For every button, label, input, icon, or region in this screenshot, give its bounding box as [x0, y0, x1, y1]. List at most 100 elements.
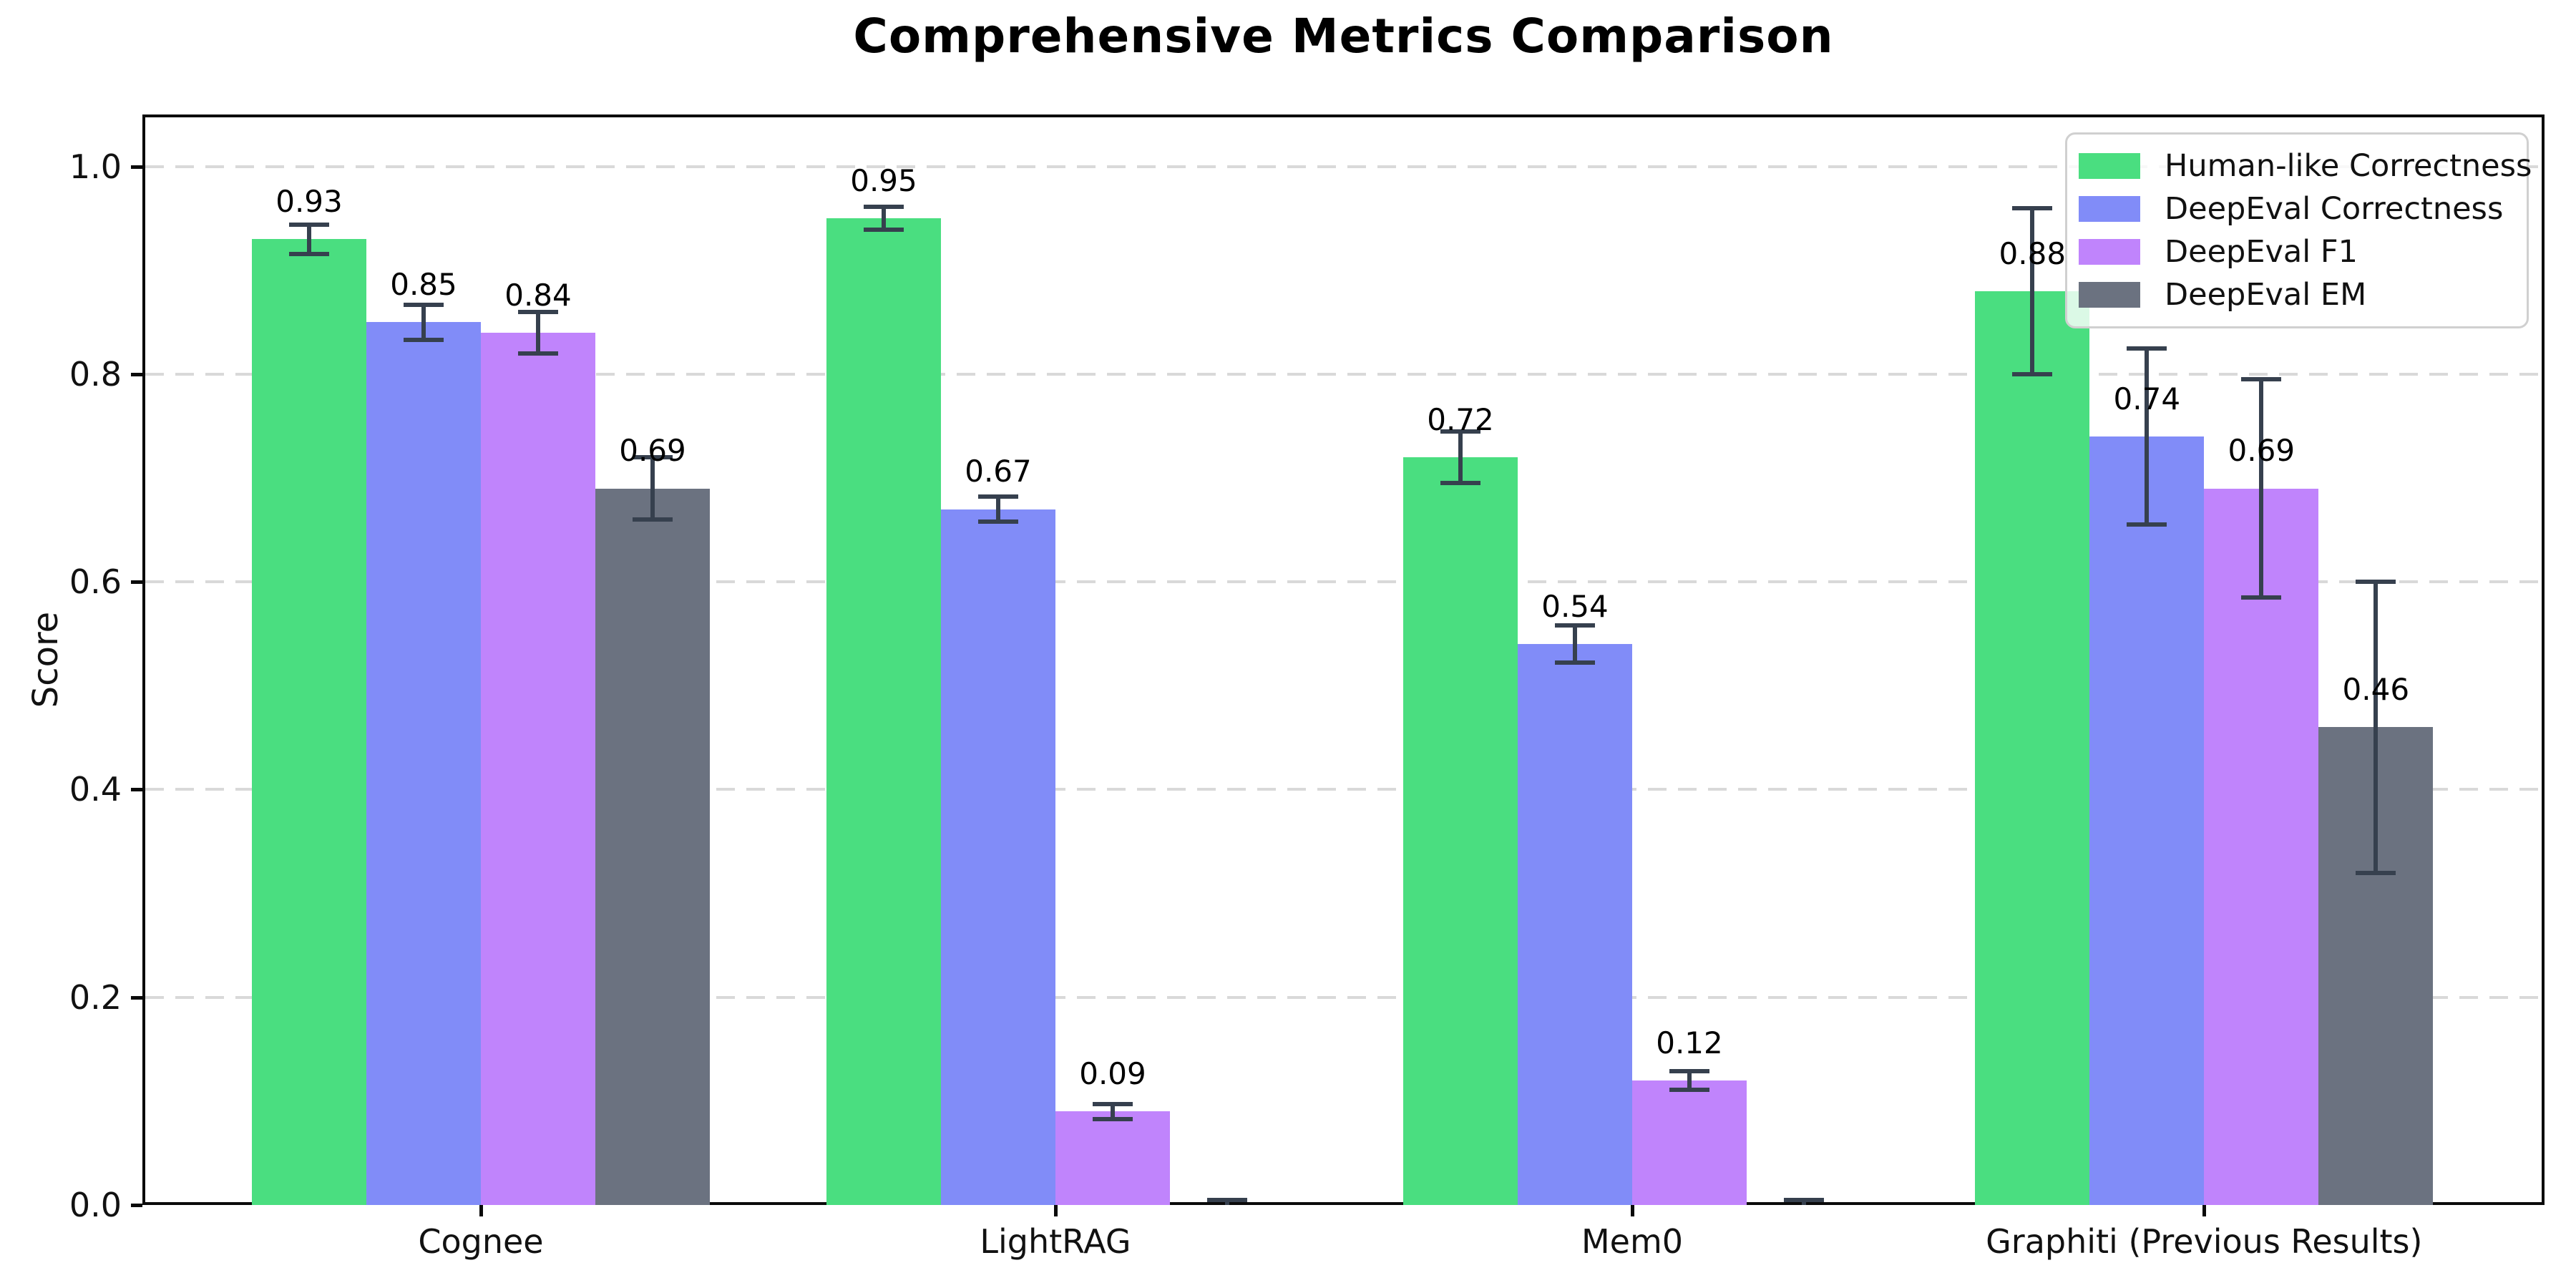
ytick-label-0.8: 0.8 [69, 354, 122, 394]
value-label-cognee-deepeval-correctness: 0.85 [390, 267, 457, 303]
bar-cognee-deepeval-f1 [481, 332, 595, 1205]
error-bar-graphiti-previous-results-deepeval-em [2373, 582, 2379, 873]
error-cap-bottom-graphiti-previous-results-human-like-correctness [2012, 371, 2053, 376]
value-label-lightrag-human-like-correctness: 0.95 [850, 162, 917, 198]
ytick-label-0.2: 0.2 [69, 977, 122, 1017]
legend-label-human-like-correctness: Human-like Correctness [2165, 148, 2532, 184]
ytick-label-0.6: 0.6 [69, 562, 122, 602]
error-cap-top-lightrag-deepeval-em [1206, 1197, 1247, 1202]
legend: Human-like Correctness DeepEval Correctne… [2065, 132, 2532, 328]
error-cap-bottom-mem0-human-like-correctness [1440, 481, 1480, 486]
value-label-lightrag-deepeval-f1: 0.09 [1079, 1056, 1146, 1092]
chart-title: Comprehensive Metrics Comparison [853, 9, 1834, 64]
legend-item-deepeval-f1: DeepEval F1 [2067, 230, 2527, 273]
legend-label-deepeval-correctness: DeepEval Correctness [2165, 191, 2504, 227]
bar-mem0-human-like-correctness [1403, 457, 1518, 1205]
error-bar-mem0-deepeval-em [1802, 1199, 1806, 1205]
bar-graphiti-previous-results-deepeval-correctness [2089, 436, 2205, 1205]
gridline-0.8 [145, 372, 2542, 376]
error-cap-bottom-mem0-deepeval-f1 [1669, 1087, 1709, 1092]
ytick-mark-0.2 [131, 995, 142, 1000]
error-cap-top-lightrag-human-like-correctness [863, 205, 904, 210]
ytick-mark-1.0 [131, 165, 142, 169]
legend-swatch-deepeval-correctness [2079, 196, 2140, 222]
error-cap-top-cognee-deepeval-f1 [518, 309, 558, 314]
value-label-lightrag-deepeval-correctness: 0.67 [965, 454, 1032, 489]
error-bar-lightrag-deepeval-f1 [1110, 1104, 1115, 1119]
error-cap-top-cognee-deepeval-correctness [404, 302, 444, 307]
xtick-label-graphiti-previous-results: Graphiti (Previous Results) [1986, 1222, 2423, 1261]
error-bar-cognee-deepeval-correctness [421, 304, 426, 340]
value-label-graphiti-previous-results-deepeval-correctness: 0.74 [2113, 381, 2181, 416]
error-cap-top-cognee-human-like-correctness [289, 222, 329, 227]
error-cap-bottom-graphiti-previous-results-deepeval-f1 [2241, 595, 2282, 600]
error-bar-cognee-deepeval-em [650, 457, 655, 520]
bar-lightrag-deepeval-correctness [940, 509, 1055, 1205]
plot-area: 0.93 0.95 0.72 0.88 0.85 0.67 0.54 0.74 0.84 0.09… [142, 114, 2545, 1205]
error-cap-top-mem0-deepeval-f1 [1669, 1068, 1709, 1073]
legend-label-deepeval-f1: DeepEval F1 [2165, 234, 2358, 270]
bar-cognee-deepeval-correctness [366, 322, 481, 1205]
ytick-label-0.4: 0.4 [69, 770, 122, 809]
ytick-label-1.0: 1.0 [69, 147, 122, 186]
legend-item-deepeval-correctness: DeepEval Correctness [2067, 187, 2527, 230]
error-cap-top-mem0-deepeval-em [1784, 1197, 1824, 1202]
bar-mem0-deepeval-correctness [1518, 644, 1632, 1205]
error-bar-lightrag-human-like-correctness [881, 207, 886, 230]
bar-graphiti-previous-results-deepeval-f1 [2204, 488, 2319, 1205]
gridline-1.0 [145, 165, 2542, 168]
xtick-mark-cognee [479, 1205, 483, 1216]
bar-cognee-human-like-correctness [252, 239, 366, 1205]
value-label-graphiti-previous-results-human-like-correctness: 0.88 [1999, 235, 2067, 271]
bar-mem0-deepeval-f1 [1632, 1080, 1747, 1205]
xtick-mark-lightrag [1053, 1205, 1058, 1216]
error-cap-bottom-lightrag-deepeval-f1 [1092, 1116, 1133, 1121]
error-cap-bottom-graphiti-previous-results-deepeval-correctness [2127, 522, 2167, 527]
value-label-mem0-deepeval-correctness: 0.54 [1541, 589, 1609, 625]
legend-swatch-deepeval-em [2079, 282, 2140, 308]
bar-graphiti-previous-results-human-like-correctness [1975, 291, 2090, 1205]
ytick-mark-0.0 [131, 1204, 142, 1207]
error-cap-top-lightrag-deepeval-correctness [977, 494, 1018, 499]
error-cap-top-graphiti-previous-results-deepeval-em [2356, 580, 2396, 585]
error-bar-cognee-deepeval-f1 [536, 311, 540, 353]
error-cap-top-lightrag-deepeval-f1 [1092, 1102, 1133, 1107]
ytick-mark-0.8 [131, 372, 142, 376]
gridline-0.4 [145, 788, 2542, 791]
error-cap-top-graphiti-previous-results-human-like-correctness [2012, 205, 2053, 210]
legend-item-deepeval-em: DeepEval EM [2067, 273, 2527, 316]
error-bar-lightrag-deepeval-em [1224, 1199, 1229, 1205]
error-bar-graphiti-previous-results-human-like-correctness [2030, 208, 2035, 374]
error-cap-top-mem0-deepeval-correctness [1555, 623, 1595, 628]
legend-swatch-human-like-correctness [2079, 153, 2140, 179]
error-cap-bottom-lightrag-deepeval-correctness [977, 519, 1018, 524]
error-cap-top-mem0-human-like-correctness [1440, 429, 1480, 434]
ytick-mark-0.6 [131, 580, 142, 585]
legend-swatch-deepeval-f1 [2079, 239, 2140, 265]
legend-item-human-like-correctness: Human-like Correctness [2067, 145, 2532, 187]
xtick-mark-graphiti-previous-results [2202, 1205, 2207, 1216]
y-axis-label: Score [26, 611, 66, 708]
error-cap-top-cognee-deepeval-em [633, 454, 673, 459]
value-label-mem0-deepeval-f1: 0.12 [1656, 1025, 1723, 1060]
xtick-label-cognee: Cognee [418, 1222, 544, 1261]
error-cap-bottom-cognee-human-like-correctness [289, 251, 329, 256]
error-bar-graphiti-previous-results-deepeval-correctness [2145, 348, 2150, 525]
bar-lightrag-human-like-correctness [826, 218, 941, 1205]
error-bar-mem0-deepeval-f1 [1687, 1070, 1692, 1090]
xtick-label-lightrag: LightRAG [980, 1222, 1131, 1261]
error-cap-bottom-cognee-deepeval-f1 [518, 351, 558, 356]
bar-lightrag-deepeval-f1 [1055, 1111, 1170, 1205]
xtick-label-mem0: Mem0 [1581, 1222, 1684, 1261]
value-label-cognee-human-like-correctness: 0.93 [275, 183, 343, 219]
value-label-graphiti-previous-results-deepeval-em: 0.46 [2342, 672, 2410, 708]
value-label-cognee-deepeval-em: 0.69 [619, 433, 686, 469]
value-label-mem0-human-like-correctness: 0.72 [1427, 401, 1494, 437]
error-bar-mem0-deepeval-correctness [1573, 625, 1577, 663]
legend-label-deepeval-em: DeepEval EM [2165, 277, 2367, 313]
ytick-mark-0.4 [131, 788, 142, 792]
gridline-0.6 [145, 580, 2542, 584]
xtick-mark-mem0 [1631, 1205, 1634, 1216]
error-bar-mem0-human-like-correctness [1458, 431, 1463, 484]
ytick-label-0.0: 0.0 [69, 1186, 122, 1224]
